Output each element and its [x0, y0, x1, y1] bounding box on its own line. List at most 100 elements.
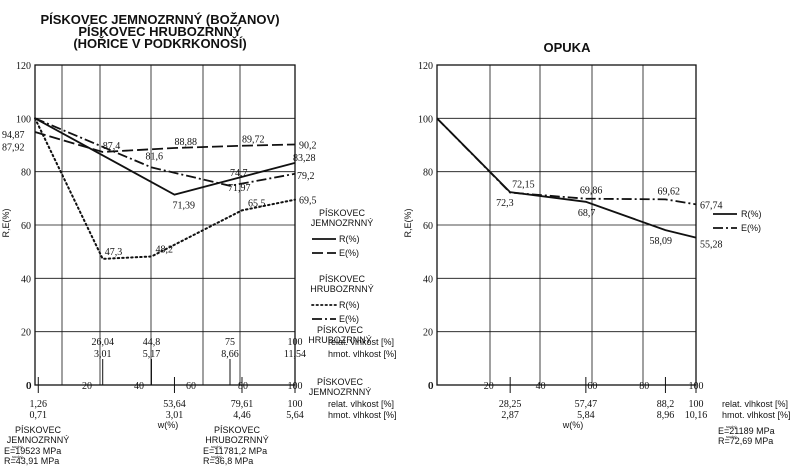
x-tick-label: 60 — [186, 381, 196, 392]
legend-group-title: PÍSKOVEC — [319, 274, 366, 284]
x-tick-label: 0 — [27, 381, 32, 392]
moisture-abs-value: 5,84 — [577, 410, 595, 421]
y-tick-label: 80 — [21, 168, 31, 179]
moisture-abs-label: hmot. vlhkost [%] — [328, 410, 397, 420]
series-line-0 — [436, 117, 697, 239]
data-value-label: 83,28 — [293, 153, 316, 164]
modulus-note-line: R=36,8 MPa — [203, 456, 253, 466]
y-tick-label: 60 — [21, 221, 31, 232]
modulus-note-line: E=11781,2 MPa — [203, 446, 267, 456]
moisture-rel-value: 1,26 — [30, 399, 48, 410]
y-tick-label: 80 — [423, 168, 433, 179]
legend-label: E(%) — [339, 248, 359, 258]
x-tick-label: 0 — [429, 381, 434, 392]
x-axis-label: w(%) — [562, 420, 584, 430]
y-tick-label: 120 — [418, 61, 433, 72]
moisture-abs-value: 3,01 — [166, 410, 184, 421]
modulus-note-line: R=43,91 MPa — [4, 456, 59, 466]
moisture-rel-value: 79,61 — [231, 399, 254, 410]
x-tick-label: 40 — [536, 381, 546, 392]
moisture-rel-value: 100 — [689, 399, 704, 410]
x-tick-label: 80 — [238, 381, 248, 392]
y-tick-label: 100 — [418, 114, 433, 125]
legend-group-title: HRUBOZRNNÝ — [310, 284, 374, 294]
moisture-abs-value: 4,46 — [233, 410, 251, 421]
x-tick-label: 20 — [82, 381, 92, 392]
data-value-label: 47,3 — [105, 247, 123, 258]
moisture-rel-label: relat. vlhkost [%] — [328, 399, 394, 409]
modulus-note-title: PÍSKOVEC — [15, 425, 62, 435]
data-value-label: 87,92 — [2, 143, 25, 154]
moisture-rel-label: relat. vlhkost [%] — [722, 399, 788, 409]
y-axis-label: R,E(%) — [1, 208, 11, 237]
chart-title-line: PÍSKOVEC HRUBOZRNNÝ — [78, 24, 242, 39]
modulus-note-sup: suchý — [12, 444, 22, 449]
data-value-label: 88,88 — [174, 137, 197, 148]
chart-0: PÍSKOVEC JEMNOZRNNÝ (BOŽANOV)PÍSKOVEC HR… — [1, 12, 397, 466]
modulus-note-line: E=19523 MPa — [4, 446, 61, 456]
moisture-rel-value: 100 — [288, 399, 303, 410]
moisture-abs-value: 8,96 — [657, 410, 675, 421]
modulus-note-sup: suchý — [726, 424, 736, 429]
moisture-rel-value: 53,64 — [163, 399, 186, 410]
y-tick-label: 40 — [21, 274, 31, 285]
moisture-rel-value: 57,47 — [575, 399, 598, 410]
moisture-abs-value: 2,87 — [501, 410, 519, 421]
data-value-label: 72,3 — [496, 198, 513, 209]
data-value-label: 87,4 — [103, 141, 121, 152]
data-value-label: 67,74 — [700, 200, 723, 211]
y-tick-label: 100 — [16, 114, 31, 125]
series-line-1 — [34, 131, 296, 153]
data-value-label: 79,2 — [297, 171, 315, 182]
moisture-abs-label: hmot. vlhkost [%] — [328, 349, 397, 359]
chart-title-line: OPUKA — [544, 40, 592, 55]
modulus-note-title: JEMNOZRNNÝ — [7, 435, 70, 445]
moisture-rel-label: relat. vlhkost [%] — [328, 337, 394, 347]
data-value-label: 48,2 — [155, 244, 173, 255]
data-value-label: 68,7 — [578, 208, 596, 219]
y-tick-label: 0 — [26, 381, 31, 392]
moisture-rel-value: 88,2 — [657, 399, 675, 410]
data-value-label: 69,86 — [580, 186, 603, 197]
x-axis-label: w(%) — [157, 420, 179, 430]
moisture-row-title: PÍSKOVEC — [317, 377, 364, 387]
y-axis-label: R,E(%) — [403, 208, 413, 237]
moisture-row-title: JEMNOZRNNÝ — [309, 387, 372, 397]
data-value-label: 58,09 — [649, 236, 672, 247]
data-value-label: 89,72 — [242, 135, 265, 146]
data-value-label: 74,7 — [230, 168, 248, 179]
modulus-note-sup: suchý — [211, 454, 221, 459]
x-tick-label: 20 — [484, 381, 494, 392]
x-tick-label: 40 — [134, 381, 144, 392]
y-tick-label: 0 — [428, 381, 433, 392]
moisture-abs-value: 5,64 — [286, 410, 304, 421]
moisture-abs-value: 5,17 — [143, 349, 161, 360]
legend-label: R(%) — [741, 209, 762, 219]
moisture-rel-value: 26,04 — [91, 337, 114, 348]
legend-group-title: JEMNOZRNNÝ — [311, 218, 374, 228]
series-line-2 — [34, 117, 296, 260]
data-value-label: 81,6 — [145, 151, 163, 162]
y-tick-label: 40 — [423, 274, 433, 285]
data-value-label: 69,5 — [299, 196, 317, 207]
y-tick-label: 60 — [423, 221, 433, 232]
x-tick-label: 60 — [587, 381, 597, 392]
y-tick-label: 20 — [423, 328, 433, 339]
moisture-rel-value: 44,8 — [143, 337, 161, 348]
moisture-abs-label: hmot. vlhkost [%] — [722, 410, 791, 420]
moisture-rel-value: 28,25 — [499, 399, 522, 410]
data-value-label: 71,97 — [228, 183, 251, 194]
moisture-abs-value: 3,01 — [94, 349, 112, 360]
chart-title-line: (HOŘICE V PODKRKONOŠÍ) — [73, 36, 246, 51]
moisture-row-title: PÍSKOVEC — [317, 325, 364, 335]
moisture-abs-value: 11,54 — [284, 349, 306, 360]
data-value-label: 69,62 — [657, 186, 680, 197]
modulus-note-sup: suchý — [726, 434, 736, 439]
data-value-label: 90,2 — [299, 140, 317, 151]
y-tick-label: 120 — [16, 61, 31, 72]
series-line-1 — [436, 117, 697, 206]
modulus-note-line: R=72,69 MPa — [718, 436, 773, 446]
modulus-note-line: E=21189 MPa — [718, 426, 775, 436]
